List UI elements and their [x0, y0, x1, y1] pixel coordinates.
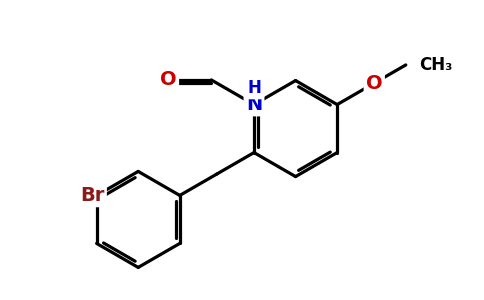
Text: O: O	[160, 70, 177, 89]
Text: Br: Br	[80, 186, 105, 205]
Text: O: O	[366, 74, 382, 93]
Text: N: N	[246, 95, 262, 114]
Text: CH₃: CH₃	[419, 56, 452, 74]
Text: H: H	[247, 79, 261, 97]
